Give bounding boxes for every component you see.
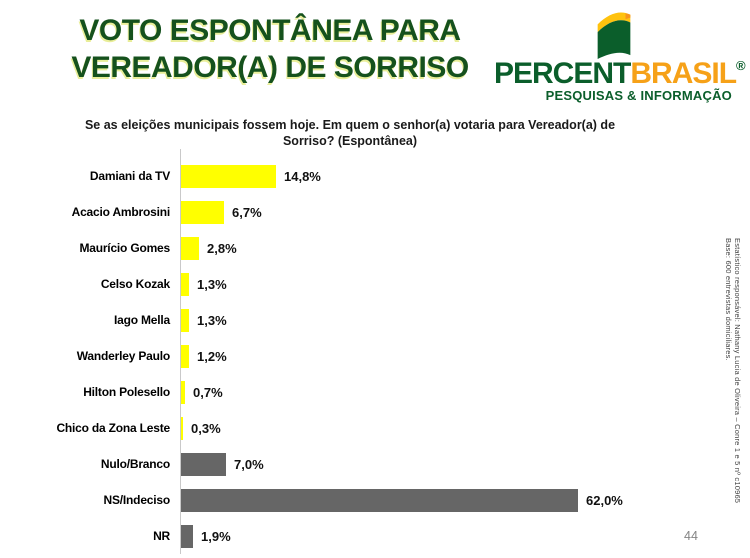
category-label: Celso Kozak	[100, 277, 170, 291]
category-label: Acacio Ambrosini	[71, 205, 171, 219]
footnote-statistician: Estatístico responsável: Nathany Lucia d…	[733, 238, 742, 504]
methodology-footnote: Base: 600 entrevistas domiciliares. Esta…	[724, 238, 742, 538]
chart-row: Iago Mella 1,3%	[0, 302, 700, 338]
bar	[181, 524, 193, 548]
brand-wordmark: PERCENTBRASIL®	[494, 57, 746, 91]
value-label: 1,3%	[197, 276, 227, 292]
survey-question: Se as eleições municipais fossem hoje. E…	[84, 118, 616, 148]
category-label: Damiani da TV	[89, 169, 170, 183]
footnote-base: Base: 600 entrevistas domiciliares.	[724, 238, 733, 361]
brand-tagline: PESQUISAS & INFORMAÇÃO	[545, 88, 732, 103]
bar	[181, 200, 224, 224]
chart-row: Nulo/Branco 7,0%	[0, 446, 700, 482]
bar	[181, 344, 189, 368]
chart-row: NR 1,9%	[0, 518, 700, 554]
bar	[181, 164, 276, 188]
category-label: Maurício Gomes	[79, 241, 170, 255]
registered-trademark-icon: ®	[736, 58, 746, 73]
chart-row: Wanderley Paulo 1,2%	[0, 338, 700, 374]
bar	[181, 380, 185, 404]
bar	[181, 272, 189, 296]
category-label: Wanderley Paulo	[76, 349, 170, 363]
bar-chart: Damiani da TV 14,8% Acacio Ambrosini 6,7% Ma…	[0, 158, 700, 554]
page-title: VOTO ESPONTÂNEA PARA VEREADOR(A) DE SORR…	[71, 14, 469, 84]
value-label: 0,7%	[193, 384, 223, 400]
value-label: 1,9%	[201, 528, 231, 544]
chart-row: Maurício Gomes 2,8%	[0, 230, 700, 266]
bar	[181, 488, 578, 512]
chart-axis-line	[180, 149, 181, 554]
bar	[181, 452, 226, 476]
page-number: 44	[684, 529, 698, 543]
value-label: 1,2%	[197, 348, 227, 364]
value-label: 62,0%	[586, 492, 623, 508]
brand-percent-text: PERCENT	[494, 57, 631, 90]
value-label: 14,8%	[284, 168, 321, 184]
value-label: 0,3%	[191, 420, 221, 436]
chart-row: Hilton Polesello 0,7%	[0, 374, 700, 410]
category-label: NR	[153, 529, 170, 543]
bar	[181, 308, 189, 332]
value-label: 7,0%	[234, 456, 264, 472]
value-label: 6,7%	[232, 204, 262, 220]
category-label: Nulo/Branco	[100, 457, 170, 471]
chart-row: NS/Indeciso 62,0%	[0, 482, 700, 518]
category-label: Iago Mella	[113, 313, 170, 327]
category-label: NS/Indeciso	[103, 493, 171, 507]
chart-row: Damiani da TV 14,8%	[0, 158, 700, 194]
brand-brasil-text: BRASIL	[630, 57, 737, 90]
category-label: Hilton Polesello	[83, 385, 170, 399]
chart-row: Celso Kozak 1,3%	[0, 266, 700, 302]
bar	[181, 416, 183, 440]
bar	[181, 236, 199, 260]
percentbrasil-flag-icon	[597, 12, 631, 59]
chart-row: Acacio Ambrosini 6,7%	[0, 194, 700, 230]
value-label: 2,8%	[207, 240, 237, 256]
chart-row: Chico da Zona Leste 0,3%	[0, 410, 700, 446]
category-label: Chico da Zona Leste	[56, 421, 170, 435]
value-label: 1,3%	[197, 312, 227, 328]
